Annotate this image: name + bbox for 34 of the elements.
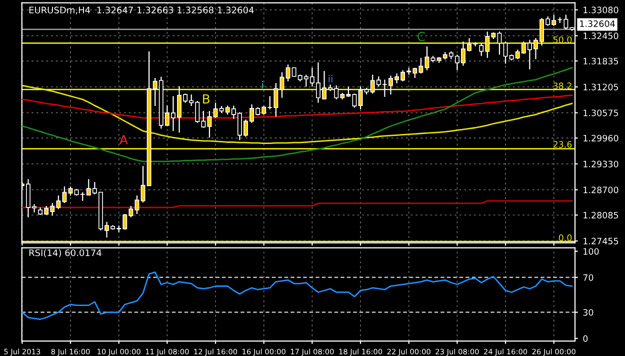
- y-tick-label: 100: [584, 248, 599, 255]
- y-tick-label: 1.29960: [584, 134, 618, 142]
- y-tick-label: 1.29330: [584, 160, 618, 168]
- y-tick-label: 1.30575: [584, 110, 618, 116]
- candlestick: [503, 40, 508, 64]
- candlestick: [358, 86, 363, 110]
- annotation: 38.2: [553, 82, 572, 90]
- annotation: 0.0: [558, 234, 572, 242]
- y-tick-label: 1.28700: [584, 186, 618, 194]
- y-tick-label: 1.31205: [584, 84, 618, 90]
- candlestick: [213, 102, 218, 118]
- chart-title: EURUSDm,H4 1.32647 1.32663 1.32568 1.32604: [29, 6, 254, 14]
- y-tick-label: 1.31835: [584, 58, 618, 64]
- annotation: A: [119, 135, 128, 144]
- y-tick-label: 1.32450: [584, 32, 618, 40]
- annotation: 50.0: [553, 36, 572, 44]
- annotation: 23.6: [553, 141, 572, 148]
- y-tick-label: 1.33080: [584, 6, 618, 14]
- y-tick-label: 1.27455: [584, 238, 618, 244]
- candlestick: [68, 186, 73, 196]
- line-series: [22, 67, 573, 162]
- y-tick-label: 1.28085: [584, 212, 618, 219]
- chart-title: RSI(14) 60.0174: [29, 249, 102, 258]
- annotation: B: [203, 94, 210, 104]
- y-tick-label: 0: [583, 335, 588, 342]
- annotation: C: [418, 32, 425, 42]
- ref-line-label: 1.32604: [580, 20, 615, 27]
- y-tick-label: 70: [583, 274, 594, 281]
- line-series: [22, 271, 573, 320]
- annotation: ii: [328, 74, 332, 82]
- y-tick-label: 30: [583, 309, 594, 316]
- annotation: i: [262, 80, 263, 88]
- candlestick: [286, 64, 290, 82]
- candlestick: [140, 165, 146, 204]
